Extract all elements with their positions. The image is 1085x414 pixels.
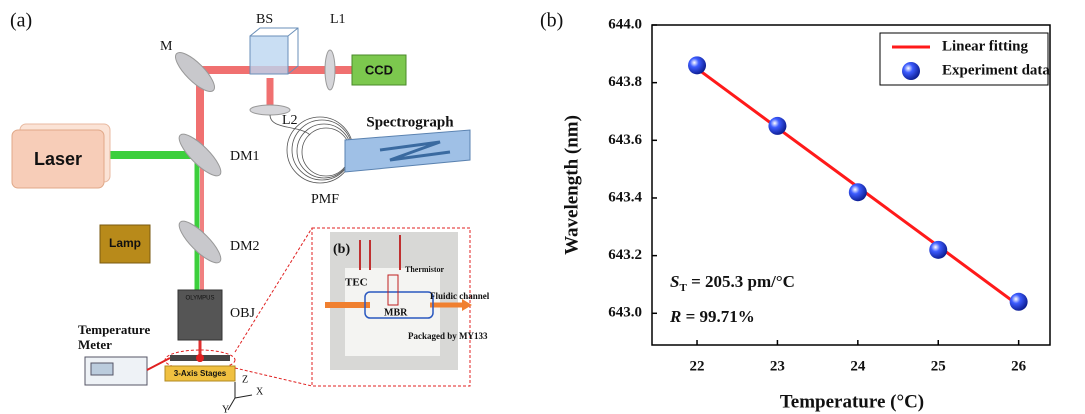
label: Laser [34,149,82,169]
x-tick-label: 23 [770,358,785,374]
label: DM1 [230,149,260,164]
label: TEC [345,277,368,289]
label: Spectrograph [366,114,454,130]
label: L1 [330,12,346,27]
axes-icon [228,382,252,410]
label: OLYMPUS [186,296,215,302]
meter [91,363,113,375]
label: Meter [78,337,112,352]
label: Z [242,374,248,385]
y-tick-label: 643.8 [608,74,642,90]
annotation-part: R [669,307,681,326]
y-tick-label: 643.6 [608,132,642,148]
label: Temperature [78,322,150,337]
y-tick-label: 643.2 [608,247,642,263]
annotation-part: = 205.3 pm/°C [687,272,795,291]
sample [196,354,204,362]
label: PMF [311,192,339,207]
label: Packaged by MY133 [408,331,488,341]
label: Fluidic channel [430,291,490,301]
beam-splitter [250,36,288,74]
label: Y [222,404,229,414]
y-axis-title: Wavelength (nm) [561,115,582,255]
lens [325,50,335,90]
data-point [768,117,786,135]
label: MBR [384,307,408,318]
x-tick-label: 25 [931,358,946,374]
y-tick-label: 643.0 [608,305,642,321]
legend-label: Linear fitting [942,38,1028,54]
panel-label: (a) [10,10,32,32]
annotation-part: S [670,272,679,291]
x-tick-label: 24 [850,358,866,374]
data-point [929,241,947,259]
data-point [688,56,706,74]
label: OBJ [230,306,255,321]
label: M [160,39,173,54]
data-point [849,183,867,201]
panel-a: (a) M DM1 DM2 Laser Lamp BS L1 CCD L2 PM… [10,10,490,414]
label: 3-Axis Stages [174,369,227,378]
annotation-part: = 99.71% [681,307,754,326]
panel-label: (b) [540,10,563,32]
label: CCD [365,62,393,77]
annotation: R = 99.71% [669,307,755,326]
panel-b: (b) Wavelength (nm) Temperature (°C) 643… [540,10,1050,413]
y-tick-label: 643.4 [608,189,642,205]
y-tick-label: 644.0 [608,16,642,32]
label: X [256,386,264,397]
label: Lamp [109,236,141,250]
figure: (a) M DM1 DM2 Laser Lamp BS L1 CCD L2 PM… [0,0,1085,414]
label: BS [256,12,273,27]
data-point [1010,293,1028,311]
spectrograph [345,130,470,172]
legend-label: Experiment data [942,62,1050,78]
legend-swatch [902,62,920,80]
x-tick-label: 26 [1011,358,1027,374]
annotation: ST = 205.3 pm/°C [670,272,795,294]
label: DM2 [230,239,260,254]
x-tick-label: 22 [690,358,705,374]
label: (b) [333,242,350,257]
label: Thermistor [405,265,445,274]
label: L2 [282,113,298,128]
x-axis-title: Temperature (°C) [780,391,924,412]
